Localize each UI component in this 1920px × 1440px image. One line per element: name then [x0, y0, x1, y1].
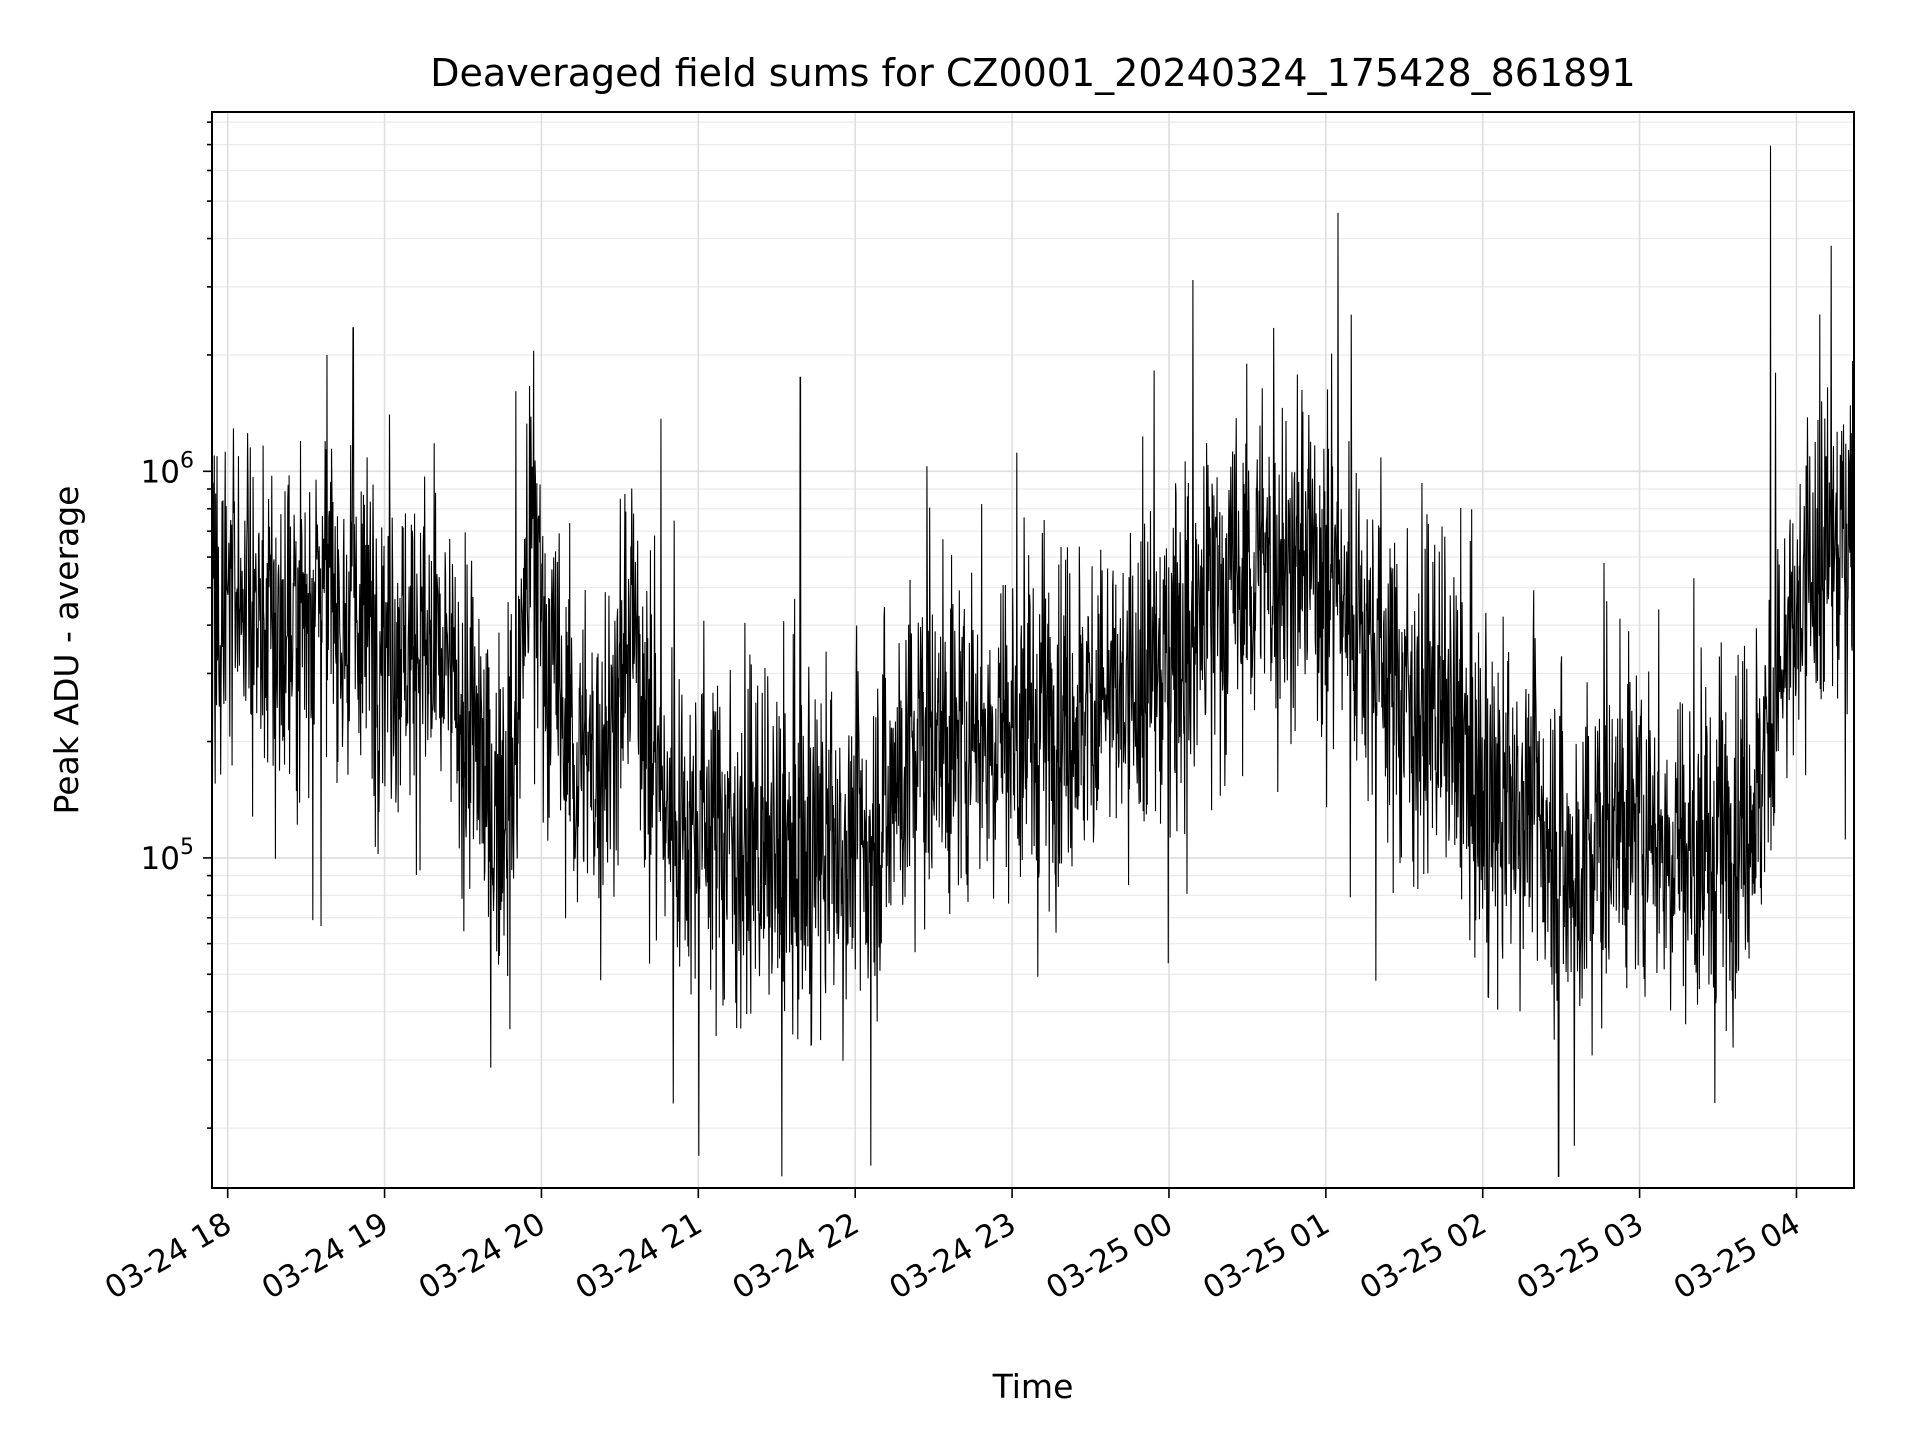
series-line [211, 145, 1855, 1177]
y-tick-label-base: 10 [141, 841, 180, 877]
chart-title: Deaveraged field sums for CZ0001_2024032… [430, 51, 1635, 95]
plot-layer [211, 145, 1855, 1177]
y-tick-label: 106 [141, 448, 194, 490]
y-tick-label-exponent: 6 [180, 448, 194, 473]
x-axis-label: Time [992, 1367, 1074, 1406]
y-axis-label: Peak ADU - average [47, 486, 86, 815]
y-tick-label: 105 [141, 835, 194, 877]
plot-frame [211, 111, 1855, 1189]
y-tick-label-exponent: 5 [180, 835, 194, 860]
y-tick-label-base: 10 [141, 454, 180, 490]
